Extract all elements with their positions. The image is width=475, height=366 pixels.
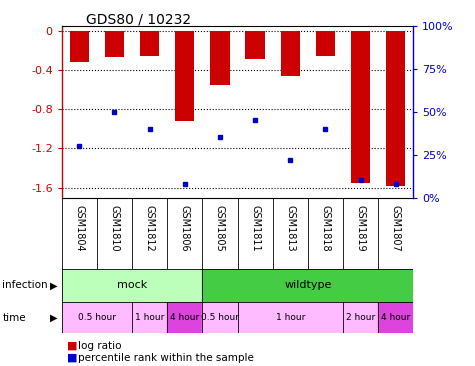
Text: time: time — [2, 313, 26, 322]
Bar — [316, 30, 335, 56]
Text: ■: ■ — [66, 353, 77, 363]
Bar — [343, 302, 378, 333]
Text: GSM1806: GSM1806 — [180, 205, 190, 251]
Text: ▶: ▶ — [49, 280, 57, 291]
Text: GDS80 / 10232: GDS80 / 10232 — [86, 13, 190, 27]
Bar — [140, 30, 159, 56]
Text: 0.5 hour: 0.5 hour — [78, 313, 116, 322]
Bar — [281, 30, 300, 76]
Bar — [351, 30, 370, 183]
Text: GSM1807: GSM1807 — [390, 205, 401, 252]
Text: 1 hour: 1 hour — [276, 313, 305, 322]
Text: 1 hour: 1 hour — [135, 313, 164, 322]
Text: 4 hour: 4 hour — [381, 313, 410, 322]
Text: ▶: ▶ — [49, 313, 57, 322]
Text: GSM1813: GSM1813 — [285, 205, 295, 251]
Text: GSM1818: GSM1818 — [320, 205, 331, 251]
Text: GSM1804: GSM1804 — [74, 205, 85, 251]
Bar — [175, 30, 194, 121]
Text: wildtype: wildtype — [284, 280, 332, 291]
Text: GSM1811: GSM1811 — [250, 205, 260, 251]
Text: percentile rank within the sample: percentile rank within the sample — [78, 353, 254, 363]
Bar — [210, 30, 229, 85]
Text: mock: mock — [117, 280, 147, 291]
Bar — [202, 269, 413, 302]
Bar — [70, 30, 89, 62]
Text: infection: infection — [2, 280, 48, 291]
Bar — [62, 269, 202, 302]
Text: GSM1819: GSM1819 — [355, 205, 366, 251]
Bar — [105, 30, 124, 57]
Bar — [167, 302, 202, 333]
Text: 4 hour: 4 hour — [170, 313, 199, 322]
Bar — [202, 302, 238, 333]
Text: 2 hour: 2 hour — [346, 313, 375, 322]
Text: ■: ■ — [66, 341, 77, 351]
Text: 0.5 hour: 0.5 hour — [201, 313, 239, 322]
Bar — [238, 302, 343, 333]
Bar — [386, 30, 405, 186]
Bar — [132, 302, 167, 333]
Bar — [378, 302, 413, 333]
Bar — [246, 30, 265, 59]
Text: log ratio: log ratio — [78, 341, 122, 351]
Bar — [62, 302, 132, 333]
Text: GSM1805: GSM1805 — [215, 205, 225, 252]
Text: GSM1812: GSM1812 — [144, 205, 155, 252]
Text: GSM1810: GSM1810 — [109, 205, 120, 251]
